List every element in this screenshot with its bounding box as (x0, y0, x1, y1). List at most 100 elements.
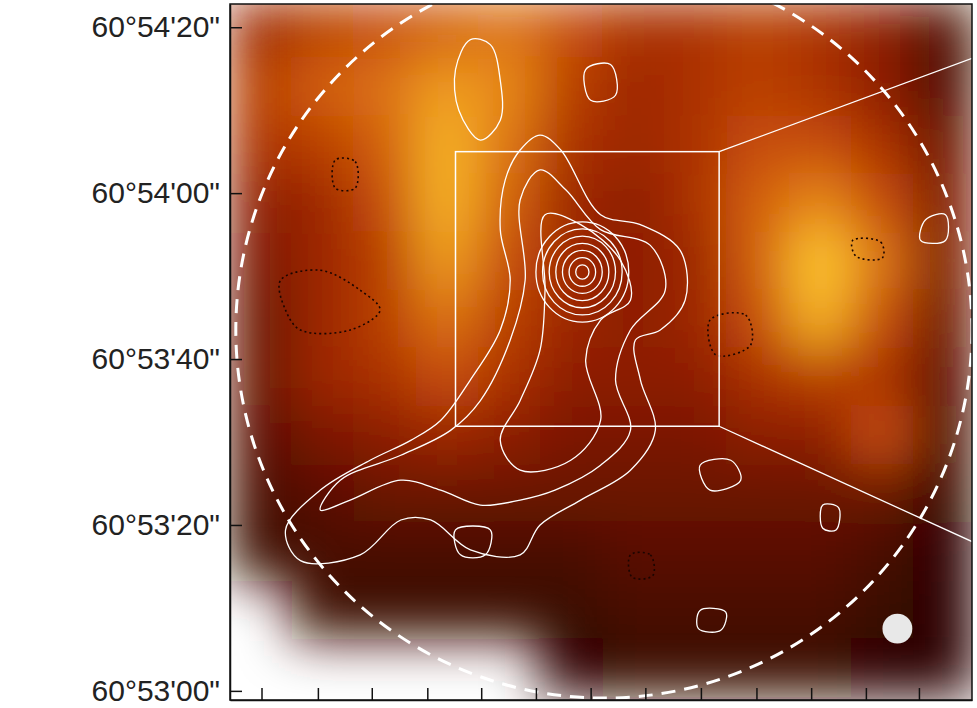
heat-cell (789, 348, 852, 407)
x-tick (811, 688, 812, 700)
x-tick-mark (645, 688, 647, 700)
heat-cell (416, 174, 479, 233)
x-tick-mark (427, 688, 429, 700)
x-tick-mark (372, 688, 374, 700)
heat-cell (913, 348, 972, 407)
heat-cell (230, 290, 292, 349)
heat-cell (478, 232, 541, 291)
heat-cell (913, 522, 972, 581)
heat-cell (478, 57, 541, 116)
figure: 60°54'20" 60°54'00" 60°53'40" 60°53'20" 60°5… (0, 0, 977, 708)
x-tick (427, 688, 428, 700)
x-tick-mark (261, 688, 263, 700)
heat-cell (478, 406, 541, 465)
beam (882, 614, 912, 644)
heat-cell (913, 580, 972, 639)
heat-cell (478, 4, 541, 58)
heat-cell (913, 4, 972, 58)
heat-cell (789, 406, 852, 465)
heat-cell (353, 522, 416, 581)
y-tick-mark (230, 193, 242, 195)
heat-cell (416, 57, 479, 116)
heat-cell (913, 174, 972, 233)
heat-cell (291, 290, 354, 349)
heat-cell (416, 232, 479, 291)
heat-cell (851, 4, 914, 58)
y-tick: 60°54'20" (92, 10, 242, 43)
heat-cell (602, 348, 665, 407)
x-tick (262, 688, 263, 700)
heat-cell (291, 348, 354, 407)
heat-cell (478, 174, 541, 233)
heat-cell (416, 4, 479, 58)
heat-cell (727, 348, 790, 407)
heat-cell (291, 232, 354, 291)
heat-cell (664, 522, 727, 581)
y-tick: 60°54'00" (92, 176, 242, 209)
heat-cell (789, 115, 852, 174)
y-tick-mark (230, 525, 242, 527)
negative-contour (628, 552, 654, 579)
heat-cell (727, 580, 790, 639)
contour (285, 135, 687, 564)
heat-cell (602, 174, 665, 233)
core-contour (576, 265, 589, 279)
heat-cell (478, 580, 541, 639)
contour (584, 63, 617, 102)
heat-cell (727, 232, 790, 291)
negative-contour (852, 238, 884, 260)
heat-cell (416, 464, 479, 523)
heat-cell (789, 57, 852, 116)
heat-cell (913, 232, 972, 291)
x-tick (756, 688, 757, 700)
y-tick-label: 60°53'40" (92, 342, 220, 375)
heat-cell (353, 348, 416, 407)
heat-cell (230, 174, 292, 233)
heat-cell (664, 638, 727, 697)
heat-cell (540, 232, 603, 291)
heat-cell (230, 406, 292, 465)
x-tick (645, 688, 646, 700)
heat-cell (230, 464, 292, 523)
contour (454, 39, 502, 140)
heat-cell (353, 115, 416, 174)
heat-cell (664, 4, 727, 58)
heat-cell (602, 4, 665, 58)
zoom-line (719, 426, 972, 541)
heat-cell (851, 348, 914, 407)
y-tick-label: 60°53'00" (92, 674, 220, 707)
x-tick-mark (866, 688, 868, 700)
heat-cell (851, 464, 914, 523)
heat-cell (353, 406, 416, 465)
contour (320, 170, 666, 511)
x-tick (591, 688, 592, 700)
heat-cell (291, 580, 354, 639)
heat-cell (353, 464, 416, 523)
negative-contour (708, 313, 753, 356)
heat-cell (789, 580, 852, 639)
heat-cell (727, 290, 790, 349)
y-tick: 60°53'20" (92, 508, 242, 541)
heat-cell (727, 464, 790, 523)
x-tick-mark (590, 688, 592, 700)
heat-cell (291, 4, 354, 58)
heat-cell (602, 464, 665, 523)
heat-cell (353, 232, 416, 291)
heat-cell (913, 290, 972, 349)
heat-cell (353, 290, 416, 349)
heat-cell (602, 115, 665, 174)
heat-cell (664, 115, 727, 174)
y-tick: 60°53'00" (92, 674, 242, 707)
heat-cell (789, 232, 852, 291)
x-axis (231, 688, 973, 701)
y-axis: 60°54'20" 60°54'00" 60°53'40" 60°53'20" 60°5… (92, 5, 242, 707)
heat-cell (851, 232, 914, 291)
heat-cell (664, 406, 727, 465)
x-tick-mark (756, 688, 758, 700)
negative-contour (332, 158, 358, 191)
heat-cell (416, 522, 479, 581)
heat-cell (540, 522, 603, 581)
y-tick: 60°53'40" (92, 342, 242, 375)
heat-cell (416, 115, 479, 174)
contour (454, 526, 492, 558)
